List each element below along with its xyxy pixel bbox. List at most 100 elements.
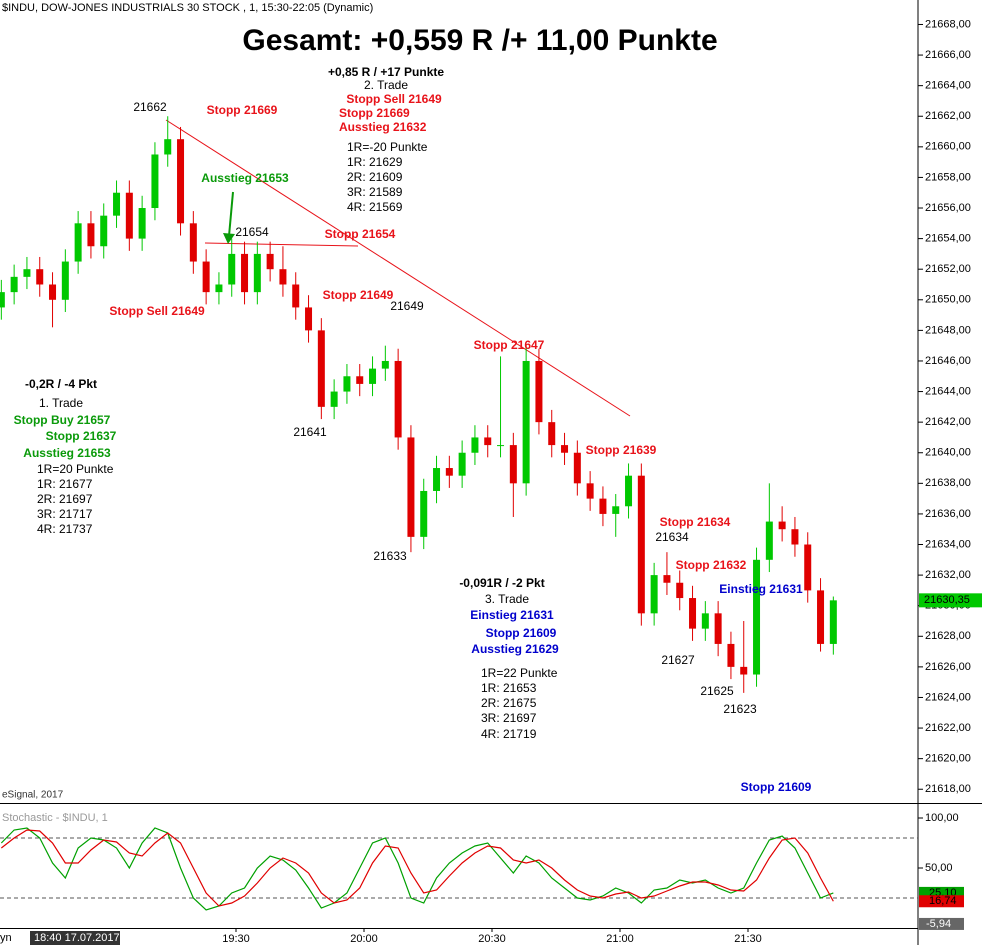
candle-body	[612, 506, 620, 514]
annotation: Stopp 21634	[660, 515, 731, 529]
candle-body	[228, 253, 236, 285]
candle-body	[343, 376, 351, 392]
chart-title: Gesamt: +0,559 R /+ 11,00 Punkte	[242, 24, 717, 57]
annotation: Stopp Sell 21649	[109, 304, 205, 318]
annotation: Stopp 21609	[741, 780, 812, 794]
trend-line	[165, 119, 631, 417]
y-tick-label: 21644,00	[925, 385, 971, 397]
y-tick-label: 21622,00	[925, 722, 971, 734]
candle-body	[740, 666, 748, 675]
candle-body	[74, 223, 82, 262]
candle-body	[714, 613, 722, 644]
candle-body	[765, 521, 773, 560]
candle-body	[829, 600, 837, 644]
candle-body	[778, 521, 786, 530]
y-tick-label: 21632,00	[925, 569, 971, 581]
stochastic-line	[0, 829, 834, 907]
last-price-box	[919, 593, 982, 608]
y-tick-label: 21660,00	[925, 141, 971, 153]
candle-body	[650, 575, 658, 614]
annotation: 21625	[700, 684, 734, 698]
candle-body	[215, 284, 223, 293]
candle-body	[561, 445, 569, 453]
annotation: 1R=22 Punkte	[481, 666, 558, 680]
candle-body	[266, 253, 274, 270]
annotation: Einstieg 21631	[470, 608, 554, 622]
y-tick-label: 21636,00	[925, 508, 971, 520]
arrow-head	[223, 233, 235, 244]
y-tick-label: 21646,00	[925, 355, 971, 367]
stop-line	[204, 242, 359, 247]
annotation: Ausstieg 21632	[339, 120, 427, 134]
candle-body	[817, 590, 825, 644]
annotation: Stopp 21669	[339, 106, 410, 120]
candle-body	[10, 276, 18, 293]
candle-body	[279, 269, 287, 285]
candle-body	[36, 269, 44, 285]
y-tick-label: 21618,00	[925, 783, 971, 795]
annotation: 21641	[293, 425, 327, 439]
annotation: 1R: 21653	[481, 681, 537, 695]
annotation: 1R: 21629	[347, 155, 403, 169]
annotation: 4R: 21719	[481, 727, 537, 741]
y-tick-label: 100,00	[925, 812, 959, 824]
candle-body	[177, 139, 185, 224]
annotation: 21634	[655, 530, 689, 544]
candle-body	[317, 330, 325, 407]
annotation: 1. Trade	[39, 396, 83, 410]
candle-body	[791, 529, 799, 545]
candle-body	[625, 475, 633, 507]
annotation: Stopp 21609	[486, 626, 557, 640]
annotation: Einstieg 21631	[719, 582, 803, 596]
last-price-label: 21630,35	[924, 594, 970, 606]
y-tick-label: 21652,00	[925, 263, 971, 275]
y-tick-label: 21650,00	[925, 294, 971, 306]
annotation: -0,2R / -4 Pkt	[25, 377, 97, 391]
annotation: Ausstieg 21653	[201, 171, 289, 185]
annotation: 21633	[373, 549, 407, 563]
annotation: 1R: 21677	[37, 477, 93, 491]
last-value-box	[919, 895, 964, 908]
candle-body	[586, 483, 594, 499]
annotation: 1R=20 Punkte	[37, 462, 114, 476]
candle-body	[49, 284, 57, 300]
annotation: 3R: 21717	[37, 507, 93, 521]
y-tick-label: 21664,00	[925, 80, 971, 92]
candle-body	[369, 368, 377, 384]
annotation: 21662	[133, 100, 167, 114]
annotation: Stopp Sell 21649	[346, 92, 442, 106]
y-tick-label: 50,00	[925, 862, 953, 874]
candle-body	[241, 253, 249, 293]
candle-body	[471, 437, 479, 453]
corner-label: yn	[0, 932, 12, 944]
candle-body	[87, 223, 95, 247]
candle-body	[164, 139, 172, 155]
candle-body	[701, 613, 709, 629]
candle-body	[599, 498, 607, 514]
candle-body	[445, 468, 453, 476]
annotation: 2R: 21609	[347, 170, 403, 184]
annotation: Stopp 21654	[325, 227, 396, 241]
y-tick-label: 21642,00	[925, 416, 971, 428]
marker-box	[919, 917, 964, 930]
annotation: Stopp Buy 21657	[14, 413, 111, 427]
candle-body	[23, 269, 31, 277]
candle-body	[522, 360, 530, 484]
annotation: Ausstieg 21653	[23, 446, 111, 460]
annotation: Stopp 21637	[46, 429, 117, 443]
candle-body	[535, 360, 543, 423]
candle-body	[433, 468, 441, 491]
y-tick-label: 21654,00	[925, 233, 971, 245]
annotation: Ausstieg 21629	[471, 642, 559, 656]
candle-body	[138, 208, 146, 239]
annotation: 2R: 21675	[481, 696, 537, 710]
x-tick-label: 21:30	[734, 933, 762, 945]
annotation: Stopp 21669	[207, 103, 278, 117]
candle-body	[0, 292, 5, 308]
y-tick-label: 21658,00	[925, 171, 971, 183]
candle-body	[381, 360, 389, 369]
annotation: Stopp 21632	[676, 558, 747, 572]
chart-header: $INDU, DOW-JONES INDUSTRIALS 30 STOCK , …	[2, 2, 373, 14]
annotation: Stopp 21639	[586, 443, 657, 457]
